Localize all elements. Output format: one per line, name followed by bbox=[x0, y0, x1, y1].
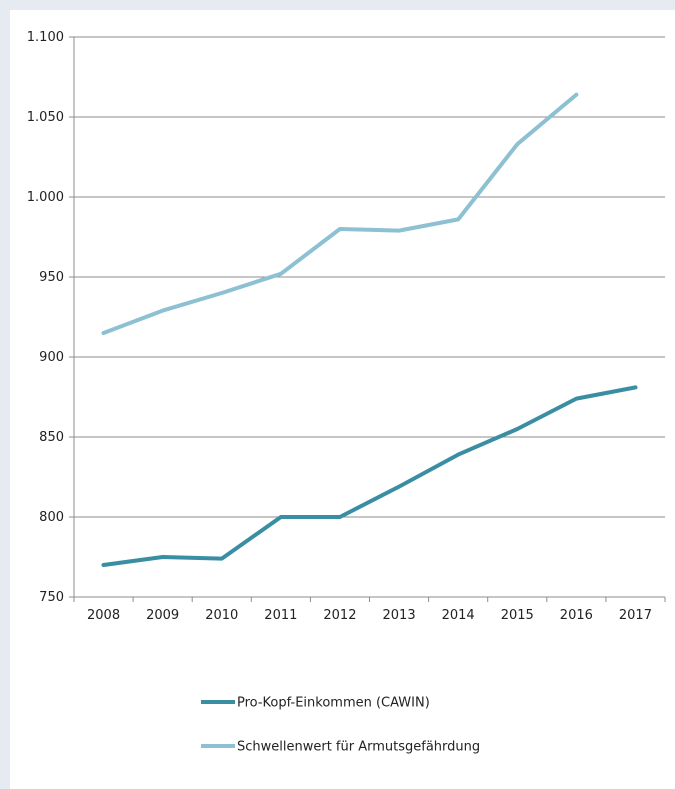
x-tick-label: 2017 bbox=[619, 608, 652, 623]
x-tick-label: 2015 bbox=[501, 608, 534, 623]
y-axis-tick-labels: 750 800 850 900 950 1.000 1.050 1.100 bbox=[27, 30, 64, 605]
y-tick-label: 800 bbox=[39, 510, 64, 525]
y-tick-label: 1.000 bbox=[27, 190, 64, 205]
y-tick-label: 900 bbox=[39, 350, 64, 365]
x-axis-tick-labels: 2008 2009 2010 2011 2012 2013 2014 2015 2016 2017 bbox=[87, 608, 652, 623]
gridlines bbox=[74, 36, 665, 518]
x-tick-label: 2011 bbox=[264, 608, 297, 623]
series-line-2 bbox=[101, 92, 579, 335]
legend-label: Pro-Kopf-Einkommen (CAWIN) bbox=[237, 696, 430, 711]
x-tick-label: 2012 bbox=[323, 608, 356, 623]
x-tick-label: 2009 bbox=[146, 608, 179, 623]
y-tick-label: 1.100 bbox=[27, 30, 64, 45]
y-tick-label: 750 bbox=[39, 590, 64, 605]
legend: Pro-Kopf-Einkommen (CAWIN) Schwellenwert … bbox=[201, 696, 480, 755]
y-tick-label: 1.050 bbox=[27, 110, 64, 125]
x-tick-label: 2008 bbox=[87, 608, 120, 623]
x-tick-label: 2013 bbox=[383, 608, 416, 623]
x-tick-label: 2016 bbox=[560, 608, 593, 623]
series-lines bbox=[101, 92, 638, 567]
x-tick-label: 2014 bbox=[442, 608, 475, 623]
y-tick-label: 850 bbox=[39, 430, 64, 445]
chart-panel: 750 800 850 900 950 1.000 1.050 1.100 2008 2009 2… bbox=[10, 10, 675, 789]
y-tick-label: 950 bbox=[39, 270, 64, 285]
axes bbox=[69, 36, 666, 602]
series-line-1 bbox=[101, 385, 638, 567]
legend-label: Schwellenwert für Armutsgefährdung bbox=[237, 740, 480, 755]
x-tick-label: 2010 bbox=[205, 608, 238, 623]
